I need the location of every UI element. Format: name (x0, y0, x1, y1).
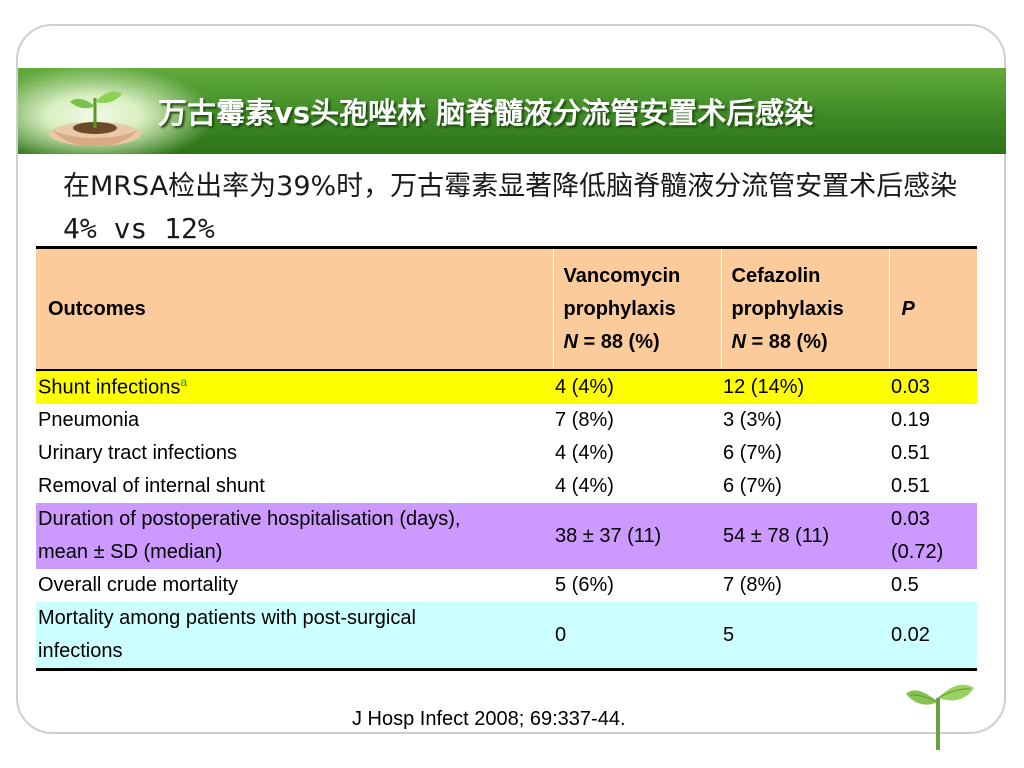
row-p-value: 0.51 (891, 442, 930, 464)
header-vanco-n-symbol: N (563, 330, 578, 353)
sprout-icon (906, 684, 974, 750)
footnote-marker: a (180, 375, 188, 390)
header-vanco-n: N = 88 (%) (564, 326, 719, 359)
table-row: Mortality among patients with post-surgi… (36, 602, 977, 671)
header-cefaz-n-value: = 88 (%) (745, 330, 828, 353)
row-outcome: Mortality among patients with post-surgi… (36, 602, 553, 671)
header-vanco-n-value: = 88 (%) (577, 330, 660, 353)
row-vancomycin: 4 (4%) (553, 370, 721, 404)
row-vancomycin: 38 ± 37 (11) (553, 503, 721, 569)
row-outcome: Urinary tract infections (38, 442, 237, 464)
citation: J Hosp Infect 2008; 69:337-44. (352, 708, 626, 730)
header-cefazolin: Cefazolin prophylaxis N = 88 (%) (720, 246, 889, 371)
row-outcome-line1: Mortality among patients with post-surgi… (38, 607, 416, 629)
row-outcome: Shunt infectionsa (36, 370, 553, 404)
row-cefazolin: 54 ± 78 (11) (721, 503, 889, 569)
subtitle-text: 在MRSA检出率为39%时，万古霉素显著降低脑脊髓液分流管安置术后感染 (63, 171, 958, 202)
row-outcome-line1: Duration of postoperative hospitalisatio… (38, 508, 461, 530)
row-p-value: 0.02 (889, 602, 977, 671)
row-cefazolin: 12 (14%) (721, 370, 889, 404)
row-p-line2: (0.72) (891, 541, 944, 563)
row-p-value: 0.5 (891, 574, 919, 596)
row-outcome: Pneumonia (38, 409, 140, 431)
table-row: Shunt infectionsa 4 (4%) 12 (14%) 0.03 (36, 370, 977, 404)
header-cefaz-n: N = 88 (%) (732, 326, 887, 359)
row-p-value: 0.19 (891, 409, 930, 431)
header-outcomes: Outcomes (36, 246, 553, 371)
row-cefazolin: 6 (7%) (723, 442, 782, 464)
row-vancomycin: 0 (553, 602, 721, 671)
table-header-row: Outcomes Vancomycin prophylaxis N = 88 (… (36, 246, 977, 371)
row-vancomycin: 4 (4%) (555, 442, 614, 464)
row-vancomycin: 5 (6%) (555, 574, 614, 596)
subtitle: 在MRSA检出率为39%时，万古霉素显著降低脑脊髓液分流管安置术后感染 4% v… (63, 166, 963, 251)
header-cefaz-line2: prophylaxis (731, 297, 844, 320)
title-banner: 万古霉素vs头孢唑林 脑脊髓液分流管安置术后感染 (18, 68, 1006, 154)
row-outcome: Overall crude mortality (38, 574, 239, 596)
header-cefaz-n-symbol: N (731, 330, 746, 353)
row-outcome: Duration of postoperative hospitalisatio… (36, 503, 553, 569)
row-cefazolin: 6 (7%) (723, 475, 782, 497)
row-cefazolin: 3 (3%) (723, 409, 782, 431)
row-cefazolin: 5 (721, 602, 889, 671)
header-vanco-line2: prophylaxis (563, 297, 676, 320)
outcomes-table: Outcomes Vancomycin prophylaxis N = 88 (… (36, 246, 977, 671)
row-p-line1: 0.03 (891, 508, 930, 530)
table-row: Urinary tract infections 4 (4%) 6 (7%) 0… (36, 437, 977, 470)
row-outcome-text: Shunt infections (38, 376, 181, 399)
subtitle-comparison: 4% vs 12% (63, 212, 215, 245)
row-vancomycin: 7 (8%) (555, 409, 614, 431)
row-outcome: Removal of internal shunt (38, 475, 265, 497)
slide-title: 万古霉素vs头孢唑林 脑脊髓液分流管安置术后感染 (158, 96, 814, 130)
row-outcome-line2: infections (38, 640, 123, 662)
row-outcome-line2: mean ± SD (median) (38, 541, 223, 563)
row-p-value: 0.03 (0.72) (889, 503, 977, 569)
header-cefaz-line1: Cefazolin (731, 264, 821, 287)
row-vancomycin: 4 (4%) (555, 475, 614, 497)
table-row: Duration of postoperative hospitalisatio… (36, 503, 977, 569)
table-row: Removal of internal shunt 4 (4%) 6 (7%) … (36, 470, 977, 503)
header-p-value: P (888, 246, 977, 371)
header-vanco-line1: Vancomycin (563, 264, 681, 287)
row-cefazolin: 7 (8%) (723, 574, 782, 596)
header-vancomycin: Vancomycin prophylaxis N = 88 (%) (552, 246, 721, 371)
table-row: Overall crude mortality 5 (6%) 7 (8%) 0.… (36, 569, 977, 602)
row-p-value: 0.51 (891, 475, 930, 497)
seedling-in-hands-icon (49, 91, 141, 147)
table-row: Pneumonia 7 (8%) 3 (3%) 0.19 (36, 404, 977, 437)
row-p-value: 0.03 (889, 370, 977, 404)
